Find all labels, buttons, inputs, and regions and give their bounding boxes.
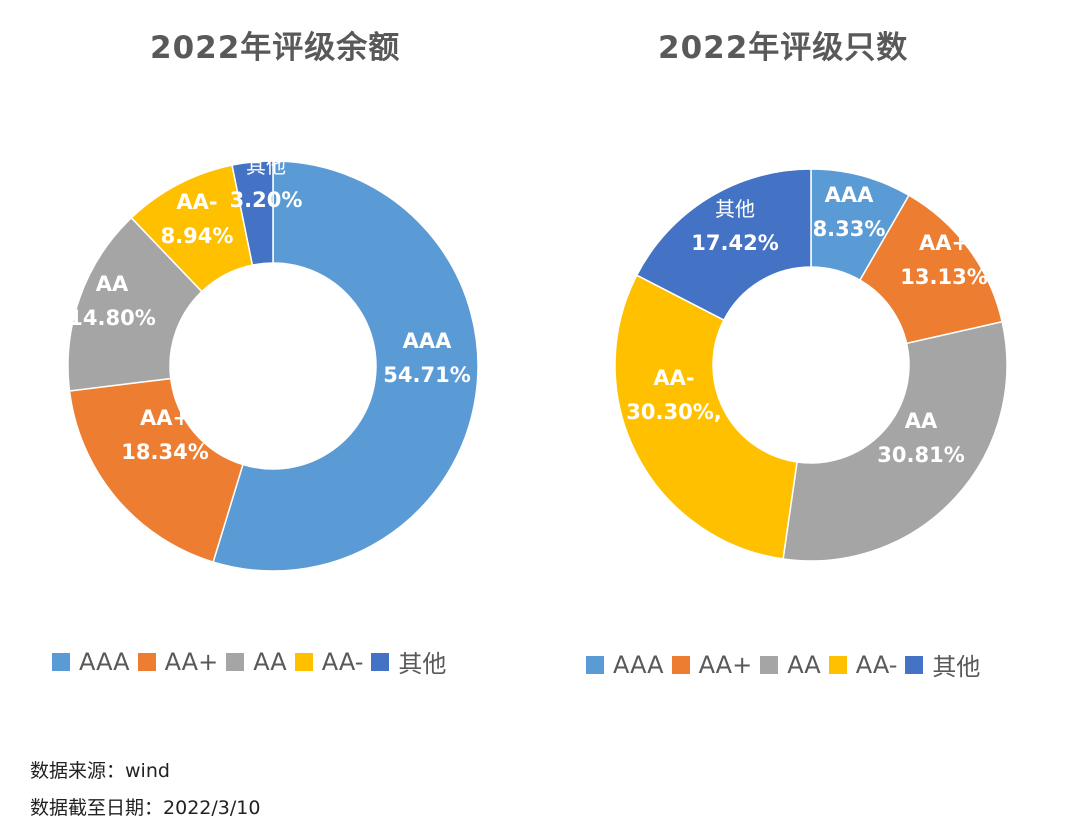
legend-label: AAA (79, 647, 130, 676)
legend-item[interactable]: AA+ (137, 647, 219, 676)
data-label-value: 54.71% (383, 363, 470, 387)
legend-swatch-icon (586, 655, 604, 674)
data-label-value: 8.33% (813, 217, 886, 241)
legend-item[interactable]: 其他 (371, 644, 446, 679)
donut-charts: AAA 54.71% AA+ 18.34% AA 14.80% AA- 8.94% 其他 3.20… (67, 154, 1008, 572)
data-label-value: 30.81% (877, 443, 964, 467)
data-label-category: AA (905, 409, 938, 433)
donut-chart-rating-balance: AAA 54.71% AA+ 18.34% AA 14.80% AA- 8.94% 其他 3.20… (67, 154, 479, 572)
data-label-value: 8.94% (161, 224, 234, 248)
donut-slice-balance-4 (231, 160, 274, 266)
legend-label: AA+ (698, 650, 753, 679)
legend-item[interactable]: AA- (294, 647, 364, 676)
legend-label: AA (787, 650, 821, 679)
donut-slice-balance-1 (68, 377, 244, 564)
legend-item[interactable]: AAA (586, 651, 664, 679)
data-label-category: AA+ (919, 231, 969, 255)
data-label-category: AA+ (140, 406, 190, 430)
donut-slice-count-4 (635, 168, 812, 322)
legend-item[interactable]: 其他 (905, 647, 980, 682)
legend-swatch-icon (371, 652, 390, 671)
legend-swatch-icon (137, 652, 156, 671)
legend-swatch-icon (760, 655, 779, 674)
legend-rating-balance: AAA AA+ AA AA- 其他 (52, 644, 454, 679)
data-label-category: 其他 (246, 154, 286, 178)
legend-label: AA (253, 647, 287, 676)
legend-item[interactable]: AAA (52, 648, 130, 676)
legend-label: 其他 (398, 650, 447, 678)
chart-title-rating-count: 2022年评级只数 (658, 30, 909, 66)
data-date-value: 2022/3/10 (163, 797, 261, 819)
legend-label: AA+ (164, 647, 219, 676)
legend-swatch-icon (905, 655, 924, 674)
data-label-category: AA- (176, 190, 217, 214)
legend-swatch-icon (52, 652, 70, 671)
data-label-value: 13.13% (900, 265, 987, 289)
data-label-value: 3.20% (230, 188, 303, 212)
data-date-label: 数据截至日期： (30, 797, 164, 819)
legend-item[interactable]: AA (226, 648, 287, 676)
data-label-category: 其他 (715, 197, 755, 221)
legend-swatch-icon (828, 655, 847, 674)
legend-label: AAA (613, 650, 664, 679)
data-label-value: 14.80% (68, 306, 155, 330)
legend-item[interactable]: AA (760, 651, 821, 679)
data-label-category: AAA (825, 183, 875, 207)
legend-label: AA- (855, 650, 898, 679)
legend-swatch-icon (294, 652, 313, 671)
data-label-category: AAA (403, 329, 453, 353)
data-label-value: 30.30%, (626, 400, 721, 424)
data-source-value: wind (125, 760, 170, 782)
data-source-label: 数据来源： (30, 760, 126, 782)
donut-slice-balance-0 (212, 160, 479, 572)
data-label-category: AA- (653, 366, 694, 390)
legend-swatch-icon (226, 652, 245, 671)
legend-swatch-icon (671, 655, 690, 674)
donut-slice-count-3 (614, 274, 798, 560)
legend-item[interactable]: AA+ (671, 650, 753, 679)
data-label-value: 18.34% (121, 440, 208, 464)
data-label-value: 17.42% (691, 231, 778, 255)
data-date-note: 数据截至日期：2022/3/10 (30, 793, 260, 820)
legend-item[interactable]: AA- (828, 650, 898, 679)
legend-label: 其他 (932, 653, 981, 681)
chart-title-rating-balance: 2022年评级余额 (150, 30, 401, 66)
donut-chart-rating-count: AAA 8.33% AA+ 13.13% AA 30.81% AA- 30.30%, 其他 17.… (614, 168, 1008, 562)
donut-slice-count-2 (782, 320, 1008, 562)
legend-label: AA- (321, 647, 364, 676)
data-label-category: AA (96, 272, 129, 296)
data-source-note: 数据来源：wind (30, 756, 170, 783)
legend-rating-count: AAA AA+ AA AA- 其他 (586, 647, 988, 682)
